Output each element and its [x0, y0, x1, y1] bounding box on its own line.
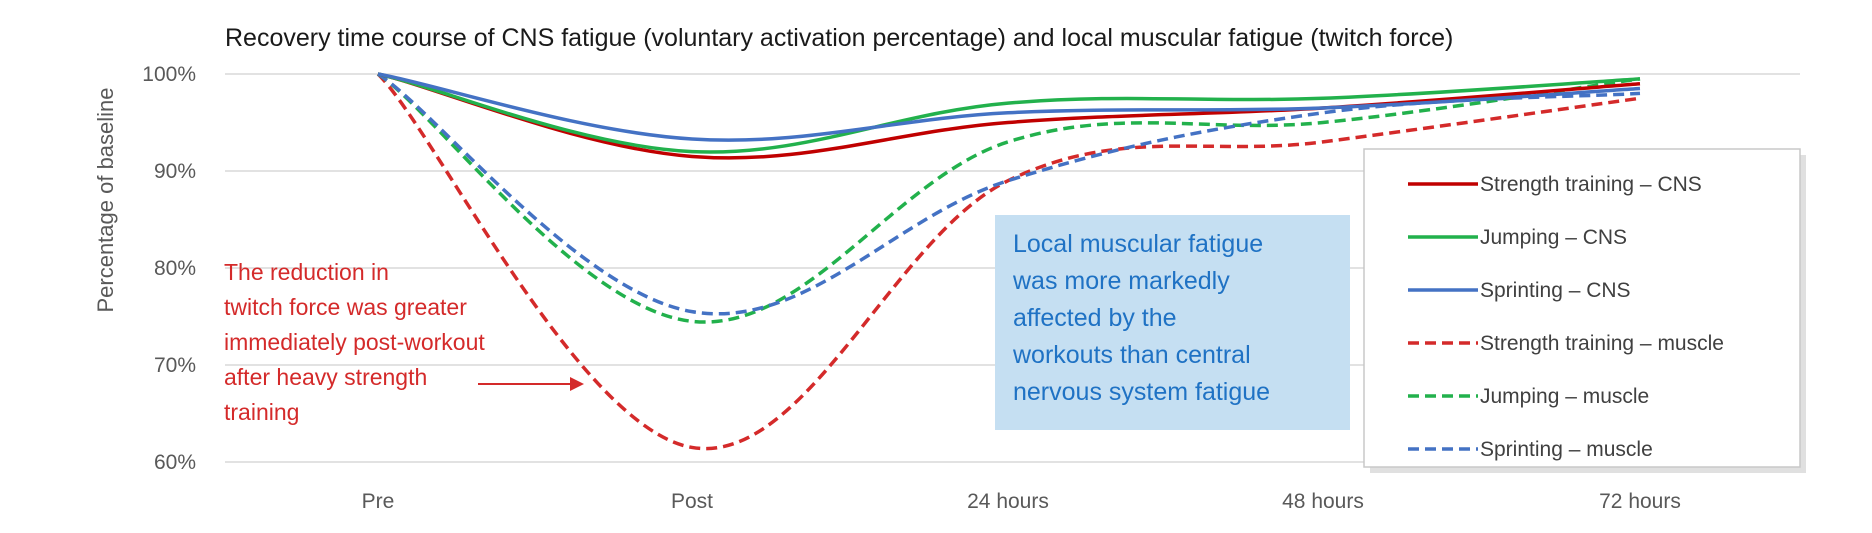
chart-title: Recovery time course of CNS fatigue (vol…	[225, 24, 1453, 52]
series-line-0	[377, 72, 1641, 160]
x-tick-label: Pre	[362, 490, 395, 513]
legend-label: Sprinting – CNS	[1480, 279, 1631, 302]
legend-label: Sprinting – muscle	[1480, 438, 1653, 461]
legend-items: Strength training – CNS Jumping – CNS Spri…	[1408, 173, 1724, 461]
annotation-arrow	[478, 377, 584, 391]
annotation-blue-line: Local muscular fatigue	[1013, 230, 1263, 258]
annotation-red-text: The reduction in twitch force was greater…	[224, 259, 485, 425]
y-axis-ticks: 100% 90% 80% 70% 60%	[142, 63, 196, 474]
legend	[1363, 148, 1801, 468]
annotation-red-line: training	[224, 399, 299, 425]
y-tick-label: 60%	[154, 451, 196, 474]
annotation-blue-line: nervous system fatigue	[1013, 378, 1270, 406]
series-line-3	[376, 72, 1641, 451]
legend-label: Jumping – CNS	[1480, 226, 1627, 249]
x-tick-label: 72 hours	[1599, 490, 1681, 513]
annotation-red-line: immediately post-workout	[224, 329, 485, 355]
y-tick-label: 90%	[154, 160, 196, 183]
annotation-blue-line: workouts than central	[1012, 341, 1251, 369]
x-tick-label: 24 hours	[967, 490, 1049, 513]
series-line-2	[377, 72, 1641, 142]
legend-label: Strength training – CNS	[1480, 173, 1702, 196]
annotation-blue-text: Local muscular fatigue was more markedly a…	[1012, 230, 1270, 406]
annotation-box	[995, 215, 1350, 430]
y-tick-label: 80%	[154, 257, 196, 280]
legend-label: Jumping – muscle	[1480, 385, 1649, 408]
annotation-blue-line: affected by the	[1013, 304, 1177, 332]
annotation-red-line: twitch force was greater	[224, 294, 467, 320]
annotation-red-line: after heavy strength	[224, 364, 427, 390]
x-tick-label: Post	[671, 490, 713, 513]
y-axis-label: Percentage of baseline	[93, 87, 118, 312]
y-tick-label: 100%	[142, 63, 196, 86]
annotation-red-line: The reduction in	[224, 259, 389, 285]
annotation-blue-line: was more markedly	[1012, 267, 1230, 295]
x-axis-ticks: Pre Post 24 hours 48 hours 72 hours	[362, 490, 1681, 513]
series-line-1	[377, 72, 1641, 154]
legend-label: Strength training – muscle	[1480, 332, 1724, 355]
x-tick-label: 48 hours	[1282, 490, 1364, 513]
y-tick-label: 70%	[154, 354, 196, 377]
series-line-4	[377, 72, 1641, 324]
series-lines	[376, 72, 1641, 451]
